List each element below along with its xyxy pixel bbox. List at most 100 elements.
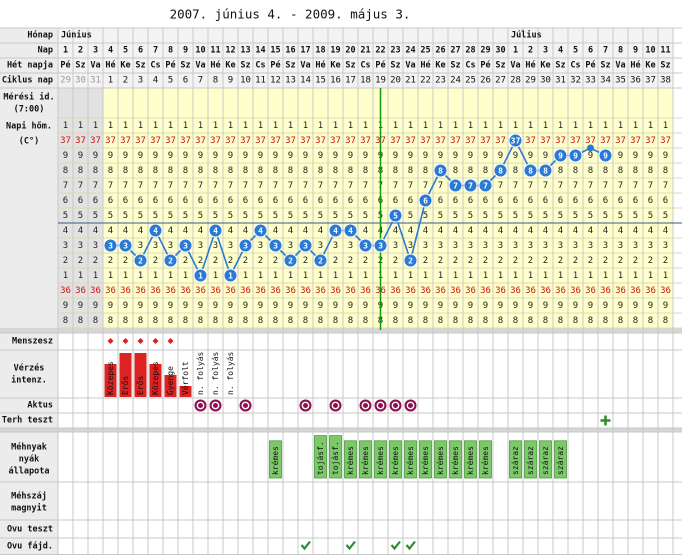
temperature-digit: 3 <box>378 242 383 251</box>
scale-label: 8 <box>513 316 518 326</box>
scale-label: 9 <box>483 301 488 311</box>
scale-label: 8 <box>558 316 563 326</box>
bleeding-label: Közepes <box>106 361 115 395</box>
scale-label: 4 <box>138 226 143 236</box>
scale-label: 2 <box>108 256 113 266</box>
scale-label: 7 <box>273 181 278 191</box>
scale-label: 6 <box>528 196 533 206</box>
scale-label: 8 <box>393 166 398 176</box>
scale-label: 7 <box>588 181 593 191</box>
scale-label: 37 <box>105 136 116 146</box>
scale-label: 5 <box>468 211 473 221</box>
bleeding-label: Közepes <box>151 361 160 395</box>
scale-label: 8 <box>168 166 173 176</box>
day-label: 8 <box>168 46 173 56</box>
cycle-day-label: 15 <box>315 76 326 86</box>
scale-label: 37 <box>495 136 506 146</box>
mucus-label: krémes <box>360 446 370 475</box>
scale-label: 1 <box>303 121 308 131</box>
weekday-label: Va <box>90 61 100 71</box>
scale-label: 6 <box>138 196 143 206</box>
temperature-digit: 4 <box>348 227 353 236</box>
scale-label: 2 <box>663 256 668 266</box>
scale-label: 9 <box>513 301 518 311</box>
scale-label: 5 <box>243 211 248 221</box>
cycle-day-label: 16 <box>330 76 341 86</box>
menses-mark <box>152 338 159 344</box>
scale-label: 36 <box>210 286 221 296</box>
scale-label: 36 <box>60 286 71 296</box>
cycle-day-label: 14 <box>300 76 311 86</box>
ovulation-pain-mark <box>405 540 416 551</box>
scale-label: 6 <box>543 196 548 206</box>
temperature-point <box>478 178 493 193</box>
scale-label: 1 <box>213 271 218 281</box>
row-label: Vérzés <box>14 363 45 374</box>
scale-label: 36 <box>240 286 251 296</box>
scale-label: 8 <box>423 166 428 176</box>
temperature-digit: 8 <box>498 167 503 176</box>
scale-label: 4 <box>453 226 458 236</box>
scale-label: 9 <box>618 151 623 161</box>
scale-label: 1 <box>363 271 368 281</box>
scale-label: 9 <box>228 301 233 311</box>
scale-label: 2 <box>528 256 533 266</box>
mucus-box <box>269 440 282 479</box>
scale-label: 7 <box>333 181 338 191</box>
cycle-day-label: 33 <box>585 76 596 86</box>
scale-label: 4 <box>183 226 188 236</box>
scale-label: 6 <box>558 196 563 206</box>
scale-label: 36 <box>525 286 536 296</box>
scale-label: 5 <box>603 211 608 221</box>
scale-label: 1 <box>273 121 278 131</box>
bleeding-label: n. folyás <box>226 351 235 395</box>
scale-label: 9 <box>123 301 128 311</box>
scale-label: 1 <box>243 271 248 281</box>
scale-label: 6 <box>63 196 68 206</box>
cycle-day-label: 21 <box>405 76 416 86</box>
temperature-digit: 3 <box>243 242 248 251</box>
scale-label: 9 <box>303 301 308 311</box>
cycle-day-label: 19 <box>375 76 386 86</box>
scale-label: 5 <box>483 211 488 221</box>
ovulation-pain-mark <box>300 540 311 551</box>
scale-label: 37 <box>345 136 356 146</box>
weekday-label: Cs <box>465 61 475 71</box>
scale-label: 9 <box>243 151 248 161</box>
scale-label: 36 <box>540 286 551 296</box>
scale-label: 8 <box>393 316 398 326</box>
row-label: Ovu fájd. <box>7 541 53 552</box>
cycle-day-label: 3 <box>138 76 143 86</box>
scale-label: 2 <box>543 256 548 266</box>
scale-label: 37 <box>60 136 71 146</box>
day-label: 27 <box>450 46 460 56</box>
scale-label: 9 <box>618 301 623 311</box>
cycle-day-label: 38 <box>660 76 671 86</box>
weekday-label: Sz <box>180 61 190 71</box>
scale-label: 4 <box>168 226 173 236</box>
temperature-point <box>508 133 523 148</box>
scale-label: 4 <box>78 226 83 236</box>
row-label: Aktus <box>27 401 53 411</box>
scale-label: 37 <box>480 136 491 146</box>
scale-label: 8 <box>213 166 218 176</box>
scale-label: 8 <box>573 166 578 176</box>
scale-label: 37 <box>525 136 536 146</box>
scale-label: 6 <box>588 196 593 206</box>
weekday-label: Sz <box>390 61 400 71</box>
day-label: 11 <box>660 46 670 56</box>
scale-label: 5 <box>318 211 323 221</box>
day-label: 2 <box>528 46 533 56</box>
scale-label: 2 <box>228 256 233 266</box>
scale-label: 9 <box>213 151 218 161</box>
scale-label: 37 <box>390 136 401 146</box>
scale-label: 5 <box>273 211 278 221</box>
temperature-digit: 8 <box>438 167 443 176</box>
scale-label: 3 <box>558 241 563 251</box>
scale-label: 8 <box>408 316 413 326</box>
temperature-digit: 7 <box>483 182 488 191</box>
scale-label: 3 <box>198 241 203 251</box>
cycle-day-label: 30 <box>75 76 86 86</box>
temperature-digit: 2 <box>168 257 173 266</box>
scale-label: 6 <box>663 196 668 206</box>
